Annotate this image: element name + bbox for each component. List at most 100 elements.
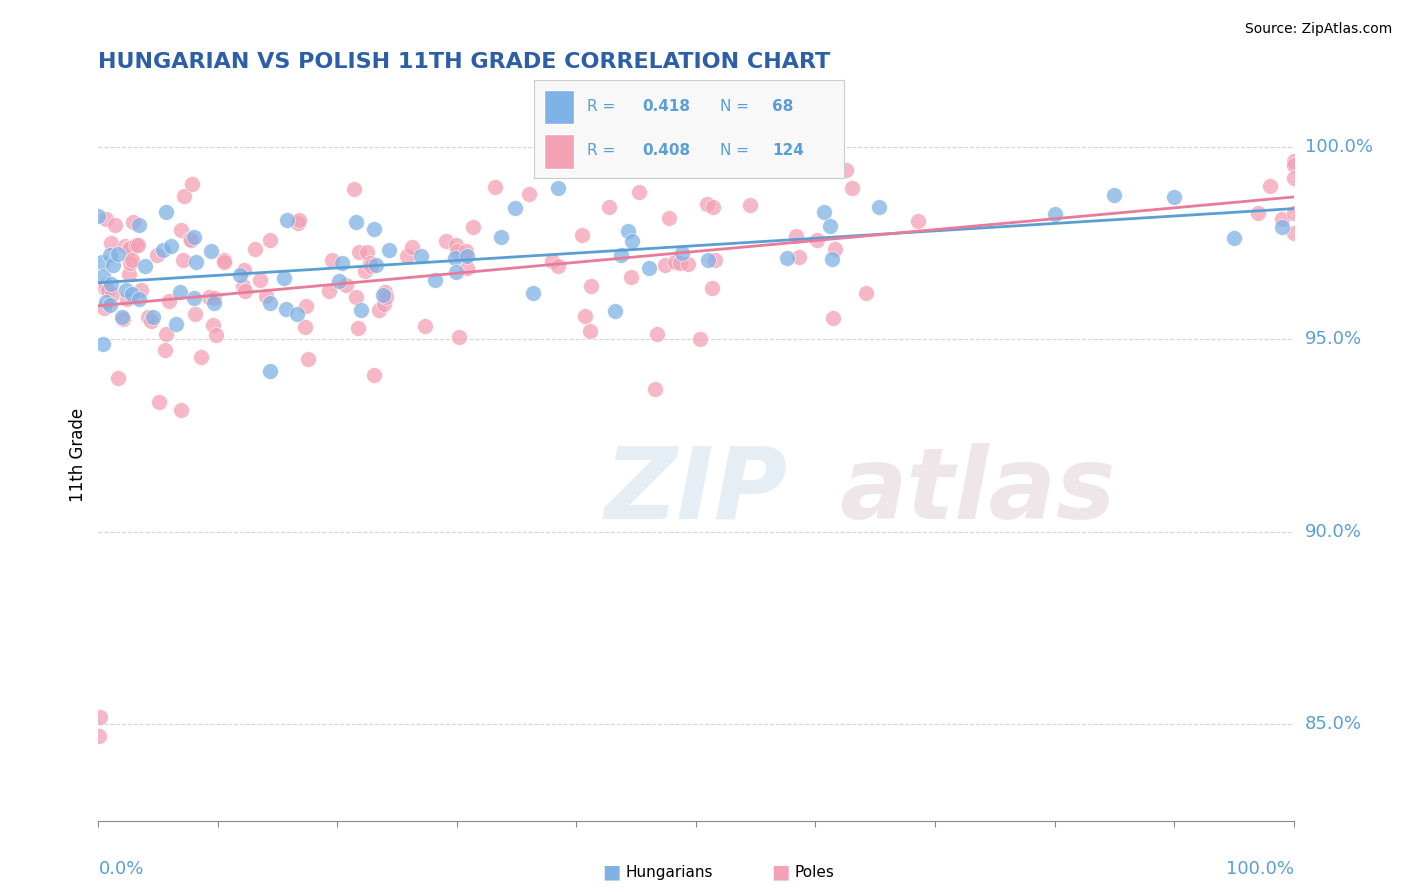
Point — [702, 200, 724, 214]
Point — [273, 271, 295, 285]
Point — [159, 238, 181, 252]
Point — [104, 219, 127, 233]
Point — [571, 228, 593, 243]
Point — [128, 218, 150, 232]
Point — [233, 284, 256, 298]
Text: 0.408: 0.408 — [643, 144, 690, 159]
Point — [368, 303, 391, 318]
Point — [118, 241, 141, 255]
Point — [517, 187, 540, 202]
Text: Poles: Poles — [794, 865, 834, 880]
Point — [1282, 205, 1305, 219]
Point — [1282, 170, 1305, 185]
Text: HUNGARIAN VS POLISH 11TH GRADE CORRELATION CHART: HUNGARIAN VS POLISH 11TH GRADE CORRELATI… — [98, 53, 831, 72]
Point — [821, 252, 844, 266]
Point — [841, 181, 863, 195]
Point — [155, 326, 177, 341]
Point — [547, 181, 569, 195]
Point — [423, 273, 446, 287]
Point — [121, 253, 143, 268]
Point — [813, 204, 835, 219]
Point — [122, 215, 145, 229]
Text: 100.0%: 100.0% — [1226, 860, 1294, 878]
Point — [434, 234, 457, 248]
Point — [200, 244, 222, 258]
Point — [297, 352, 319, 367]
Point — [183, 230, 205, 244]
Point — [229, 268, 252, 282]
Point — [197, 290, 219, 304]
Text: 90.0%: 90.0% — [1305, 523, 1361, 541]
Point — [93, 301, 115, 315]
Point — [94, 281, 117, 295]
Point — [259, 295, 281, 310]
Text: R =: R = — [586, 99, 614, 114]
Point — [1271, 220, 1294, 235]
Point — [139, 313, 162, 327]
Point — [374, 285, 396, 300]
Point — [444, 251, 467, 265]
Point — [1282, 227, 1305, 241]
Point — [145, 248, 167, 262]
Point — [574, 309, 596, 323]
Point — [155, 343, 177, 357]
Point — [169, 285, 191, 299]
Point — [579, 324, 602, 338]
Text: atlas: atlas — [839, 443, 1116, 540]
Point — [1282, 157, 1305, 171]
Point — [152, 243, 174, 257]
Point — [347, 321, 370, 335]
Point — [835, 162, 858, 177]
Point — [375, 290, 398, 304]
Text: 95.0%: 95.0% — [1305, 330, 1362, 349]
Point — [637, 260, 659, 275]
Point — [456, 249, 478, 263]
Text: N =: N = — [720, 99, 749, 114]
Point — [131, 283, 153, 297]
Point — [115, 283, 138, 297]
Point — [547, 259, 569, 273]
Point — [90, 255, 112, 269]
Point — [173, 189, 195, 203]
Point — [696, 252, 718, 267]
Y-axis label: 11th Grade: 11th Grade — [69, 408, 87, 502]
FancyBboxPatch shape — [544, 134, 575, 169]
Point — [1043, 207, 1066, 221]
Point — [696, 196, 718, 211]
Point — [100, 277, 122, 292]
Text: Hungarians: Hungarians — [626, 865, 713, 880]
Point — [107, 247, 129, 261]
Point — [359, 256, 381, 270]
Point — [254, 288, 277, 302]
Point — [703, 253, 725, 268]
Text: ■: ■ — [602, 863, 621, 882]
Point — [107, 371, 129, 385]
Point — [114, 239, 136, 253]
Point — [522, 286, 544, 301]
Point — [101, 287, 124, 301]
Point — [654, 259, 676, 273]
Point — [503, 201, 526, 215]
Point — [1222, 231, 1246, 245]
Point — [214, 252, 236, 267]
Point — [183, 291, 205, 305]
Point — [371, 287, 394, 301]
Point — [91, 268, 114, 283]
Point — [621, 234, 644, 248]
Point — [1258, 179, 1281, 194]
Point — [287, 212, 309, 227]
Point — [360, 259, 382, 273]
Point — [1163, 190, 1185, 204]
Point — [1102, 188, 1125, 202]
Point — [1282, 154, 1305, 169]
Point — [821, 310, 844, 325]
Point — [186, 255, 208, 269]
Point — [363, 222, 385, 236]
Point — [775, 251, 797, 265]
Text: 85.0%: 85.0% — [1305, 715, 1361, 733]
Point — [332, 256, 354, 270]
Point — [738, 198, 761, 212]
Point — [787, 250, 810, 264]
Point — [610, 248, 633, 262]
Point — [172, 253, 194, 268]
